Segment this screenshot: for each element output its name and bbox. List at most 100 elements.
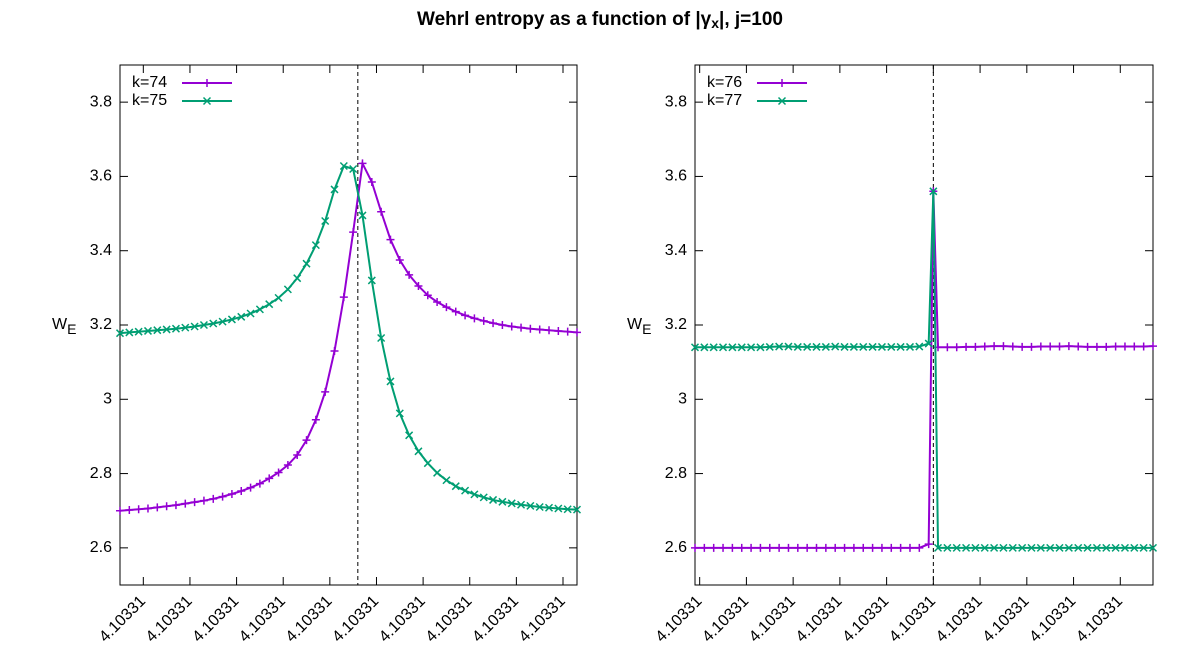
data-point — [1074, 543, 1083, 552]
data-point — [709, 543, 718, 552]
data-point — [1139, 543, 1148, 552]
y-tick-label: 2.8 — [90, 465, 112, 482]
data-point — [526, 501, 535, 510]
data-point — [905, 342, 915, 351]
y-label-main: W — [627, 316, 643, 333]
data-point — [414, 447, 423, 456]
y-tick-label: 3.8 — [665, 93, 687, 110]
plot-frame — [694, 64, 1154, 586]
data-point — [784, 342, 793, 351]
x-tick-label: 4.10331 — [96, 593, 149, 646]
data-point — [812, 543, 821, 552]
data-point — [747, 543, 756, 552]
data-point — [134, 505, 143, 514]
x-tick-label: 4.10331 — [283, 593, 336, 646]
data-point — [831, 342, 840, 351]
data-point — [470, 490, 479, 499]
data-point — [962, 543, 971, 552]
x-tick-label: 4.10331 — [376, 593, 429, 646]
data-point — [1120, 543, 1129, 552]
data-point — [489, 319, 498, 328]
x-tick-label: 4.10331 — [1026, 593, 1079, 646]
data-point — [507, 322, 516, 331]
data-point — [125, 505, 134, 514]
data-point — [227, 490, 236, 498]
data-point — [451, 307, 460, 316]
y-tick-label: 3.6 — [665, 168, 687, 185]
data-point — [1018, 543, 1027, 552]
data-point — [962, 342, 971, 351]
data-point — [274, 293, 283, 302]
data-point — [535, 502, 544, 512]
data-point — [349, 164, 358, 174]
y-tick-label: 2.6 — [90, 539, 112, 556]
data-point — [265, 300, 274, 309]
y-tick-label: 3.8 — [90, 93, 112, 110]
legend-label: k=77 — [707, 92, 742, 109]
data-point — [367, 178, 376, 186]
data-point — [1139, 342, 1148, 351]
data-point — [915, 342, 924, 351]
data-point — [171, 501, 180, 510]
data-point — [849, 543, 858, 552]
y-label-main: W — [52, 316, 68, 333]
data-point — [563, 327, 572, 336]
data-point — [330, 185, 339, 194]
data-point — [803, 342, 812, 351]
data-point — [943, 343, 952, 352]
data-point — [915, 543, 924, 552]
data-point — [395, 256, 404, 264]
data-point — [218, 317, 227, 326]
data-point — [255, 479, 264, 488]
data-point — [990, 342, 999, 351]
data-point — [719, 343, 728, 352]
data-point — [728, 543, 737, 552]
data-point — [737, 543, 746, 552]
data-point — [535, 325, 544, 334]
series-line — [695, 191, 1153, 549]
data-point — [990, 543, 999, 552]
data-point — [405, 270, 414, 279]
data-point — [1148, 543, 1158, 552]
legend-label: k=76 — [707, 74, 742, 91]
data-point — [573, 328, 581, 337]
data-point — [887, 342, 896, 351]
title-subscript: x — [711, 15, 719, 31]
x-tick-label: 4.10331 — [699, 593, 752, 646]
data-point — [470, 314, 479, 323]
data-point — [554, 504, 563, 513]
data-point — [395, 409, 404, 418]
data-point — [896, 342, 905, 351]
data-point — [831, 543, 840, 552]
data-point — [162, 325, 171, 334]
data-point — [849, 342, 858, 351]
data-point — [442, 303, 451, 312]
data-point — [719, 543, 728, 552]
data-point — [700, 543, 709, 552]
data-point — [190, 322, 199, 331]
data-point — [451, 482, 460, 491]
data-point — [775, 543, 784, 552]
data-point — [507, 499, 516, 508]
data-point — [868, 342, 877, 351]
data-point — [265, 474, 274, 483]
data-point — [859, 543, 868, 552]
data-point — [803, 543, 812, 552]
data-point — [952, 543, 961, 552]
data-point — [709, 343, 718, 352]
data-point — [887, 543, 896, 552]
data-point — [479, 316, 488, 325]
data-point — [896, 543, 905, 552]
data-point — [1130, 342, 1139, 351]
x-tick-label: 4.10331 — [933, 593, 986, 646]
data-point — [153, 326, 162, 335]
x-tick-label: 4.10331 — [469, 593, 522, 646]
legend-label: k=74 — [132, 74, 167, 91]
data-point — [821, 543, 830, 552]
data-point — [526, 324, 535, 333]
data-point — [405, 431, 414, 440]
x-tick-label: 4.10331 — [189, 593, 242, 646]
figure-title: Wehrl entropy as a function of |γx|, j=1… — [417, 9, 783, 31]
data-point — [237, 312, 246, 321]
x-tick-label: 4.10331 — [746, 593, 799, 646]
